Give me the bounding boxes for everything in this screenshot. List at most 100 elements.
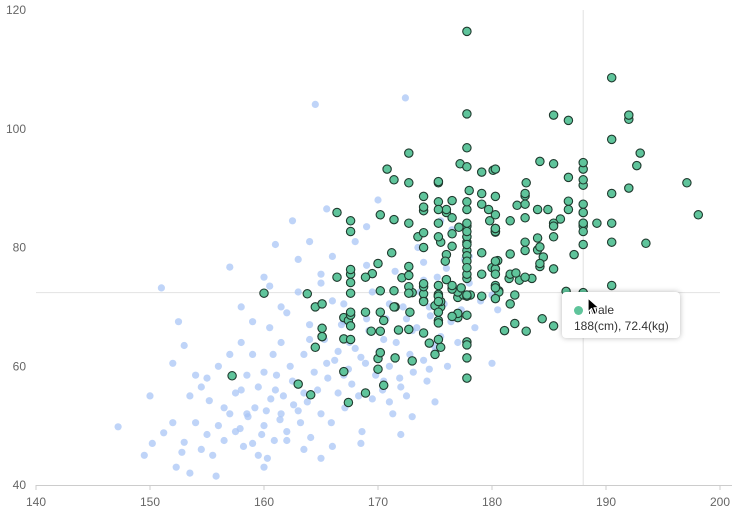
point-female[interactable]	[317, 454, 325, 462]
point-female[interactable]	[220, 436, 228, 445]
point-female[interactable]	[431, 398, 439, 406]
point-male[interactable]	[505, 216, 515, 226]
point-female[interactable]	[226, 410, 234, 418]
point-male[interactable]	[499, 325, 510, 336]
point-female[interactable]	[266, 324, 274, 332]
point-female[interactable]	[340, 300, 348, 308]
point-male[interactable]	[490, 210, 501, 220]
point-male[interactable]	[447, 311, 457, 322]
point-male[interactable]	[520, 213, 530, 223]
point-male[interactable]	[375, 326, 386, 336]
point-male[interactable]	[682, 178, 692, 188]
point-male[interactable]	[512, 200, 522, 211]
point-male[interactable]	[563, 115, 574, 126]
point-male[interactable]	[345, 216, 356, 226]
point-female[interactable]	[260, 368, 268, 376]
point-male[interactable]	[404, 270, 414, 281]
point-female[interactable]	[271, 240, 279, 249]
point-female[interactable]	[294, 255, 302, 263]
point-female[interactable]	[220, 404, 228, 412]
point-female[interactable]	[323, 359, 331, 367]
point-male[interactable]	[521, 178, 531, 188]
point-male[interactable]	[393, 325, 404, 335]
point-male[interactable]	[462, 204, 472, 215]
point-female[interactable]	[300, 350, 308, 358]
point-female[interactable]	[249, 439, 257, 447]
point-male[interactable]	[578, 239, 588, 250]
point-male[interactable]	[462, 290, 472, 300]
point-male[interactable]	[535, 258, 545, 269]
point-female[interactable]	[269, 350, 277, 358]
point-female[interactable]	[114, 423, 122, 431]
point-male[interactable]	[462, 373, 472, 383]
point-female[interactable]	[402, 315, 411, 323]
point-female[interactable]	[396, 374, 404, 382]
point-female[interactable]	[140, 451, 148, 459]
point-male[interactable]	[592, 218, 602, 228]
point-female[interactable]	[389, 410, 397, 418]
point-male[interactable]	[404, 288, 414, 298]
point-female[interactable]	[209, 451, 217, 459]
point-male[interactable]	[483, 204, 494, 215]
point-male[interactable]	[624, 183, 634, 193]
point-male[interactable]	[447, 195, 457, 206]
point-female[interactable]	[192, 371, 200, 379]
point-female[interactable]	[212, 472, 220, 480]
point-female[interactable]	[160, 429, 168, 437]
point-female[interactable]	[283, 428, 291, 436]
point-female[interactable]	[494, 306, 502, 314]
point-female[interactable]	[272, 371, 281, 379]
point-male[interactable]	[317, 299, 327, 309]
point-female[interactable]	[180, 438, 188, 446]
point-male[interactable]	[490, 293, 501, 304]
point-female[interactable]	[363, 315, 371, 323]
point-male[interactable]	[418, 227, 429, 238]
point-female[interactable]	[172, 463, 180, 471]
point-male[interactable]	[447, 229, 457, 239]
point-female[interactable]	[271, 386, 279, 394]
point-male[interactable]	[389, 175, 399, 185]
point-female[interactable]	[425, 365, 433, 373]
point-male[interactable]	[476, 167, 487, 177]
point-male[interactable]	[433, 280, 444, 291]
point-male[interactable]	[332, 207, 342, 218]
point-female[interactable]	[174, 318, 183, 326]
point-male[interactable]	[606, 280, 617, 291]
point-male[interactable]	[490, 223, 501, 234]
point-male[interactable]	[390, 353, 400, 363]
point-female[interactable]	[426, 312, 434, 320]
point-male[interactable]	[433, 176, 444, 187]
point-male[interactable]	[433, 232, 444, 242]
point-male[interactable]	[555, 214, 566, 224]
point-male[interactable]	[375, 286, 386, 296]
point-female[interactable]	[331, 356, 339, 364]
point-female[interactable]	[277, 303, 285, 311]
point-male[interactable]	[624, 110, 634, 120]
point-female[interactable]	[146, 392, 154, 400]
point-male[interactable]	[578, 218, 588, 228]
point-female[interactable]	[260, 463, 268, 471]
point-male[interactable]	[418, 296, 429, 307]
point-male[interactable]	[520, 245, 530, 256]
point-female[interactable]	[327, 419, 335, 427]
point-female[interactable]	[307, 433, 315, 442]
point-female[interactable]	[263, 454, 271, 462]
point-male[interactable]	[510, 290, 520, 300]
point-female[interactable]	[454, 338, 462, 347]
point-female[interactable]	[334, 389, 342, 397]
point-female[interactable]	[300, 445, 308, 453]
point-male[interactable]	[345, 277, 356, 288]
point-male[interactable]	[441, 274, 452, 285]
point-female[interactable]	[237, 303, 245, 311]
point-male[interactable]	[505, 249, 515, 259]
point-male[interactable]	[578, 157, 588, 168]
point-male[interactable]	[635, 148, 645, 158]
point-male[interactable]	[424, 338, 435, 348]
point-male[interactable]	[462, 262, 472, 273]
point-female[interactable]	[294, 288, 302, 296]
point-female[interactable]	[266, 282, 274, 290]
point-male[interactable]	[332, 272, 342, 282]
point-male[interactable]	[578, 175, 588, 185]
point-male[interactable]	[375, 210, 386, 220]
point-male[interactable]	[535, 242, 545, 252]
